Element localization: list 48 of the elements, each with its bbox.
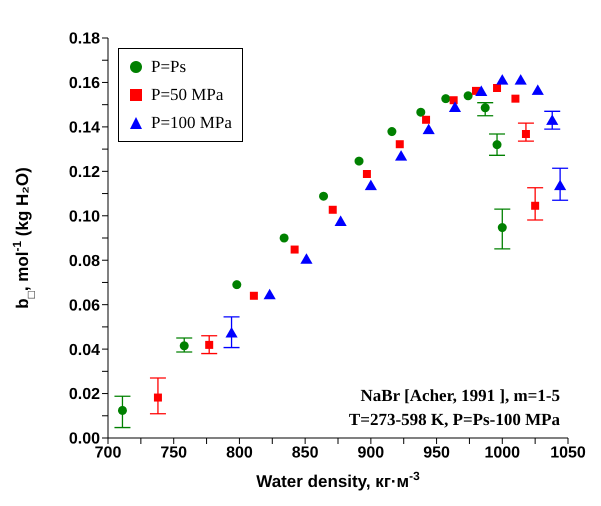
legend-label: P=Ps <box>151 56 186 78</box>
x-tick-label: 950 <box>423 444 450 462</box>
point <box>118 406 127 415</box>
point <box>354 156 364 166</box>
y-tick-label: 0.16 <box>68 75 100 92</box>
annotation: NaBr [Acher, 1991 ], m=1-5 <box>360 385 560 407</box>
legend-label: P=100 MPa <box>151 112 232 134</box>
point <box>422 116 430 124</box>
point <box>498 223 507 232</box>
point <box>280 233 289 243</box>
y-tick-label: 0.10 <box>68 208 100 226</box>
point <box>250 292 258 300</box>
point <box>154 394 162 402</box>
legend-label: P=50 MPa <box>151 84 224 106</box>
x-tick-label: 800 <box>226 444 253 462</box>
point <box>492 140 502 150</box>
y-tick-label: 0.06 <box>68 297 100 314</box>
point <box>232 280 242 290</box>
point <box>180 341 189 350</box>
point <box>290 246 299 254</box>
y-tick-label: 0.08 <box>68 252 100 270</box>
point <box>493 84 502 92</box>
y-tick-label: 0.14 <box>68 120 100 137</box>
y-tick-label: 0.18 <box>68 30 100 48</box>
y-tick-label: 0.12 <box>68 164 100 182</box>
point <box>450 96 458 104</box>
point <box>319 192 328 201</box>
point <box>362 170 371 178</box>
x-tick-label: 1050 <box>550 444 586 462</box>
point <box>511 94 520 103</box>
point <box>522 130 530 138</box>
annotation: T=273-598 K, P=Ps-100 MPa <box>348 409 560 431</box>
point <box>416 108 426 117</box>
x-tick-label: 900 <box>358 444 384 462</box>
x-tick-label: 1000 <box>484 444 520 462</box>
y-tick-label: 0.04 <box>68 342 100 359</box>
x-tick-label: 750 <box>160 444 188 462</box>
point <box>205 340 214 349</box>
point <box>328 206 337 214</box>
x-tick-label: 850 <box>292 444 319 462</box>
point <box>480 103 490 112</box>
point <box>387 127 396 136</box>
y-tick-label: 0.02 <box>68 386 100 404</box>
point <box>396 140 404 148</box>
point <box>531 202 540 210</box>
point <box>464 91 473 100</box>
x-axis-title: Water density, кг·м$^{-3}$ <box>256 469 420 491</box>
point <box>441 94 450 104</box>
